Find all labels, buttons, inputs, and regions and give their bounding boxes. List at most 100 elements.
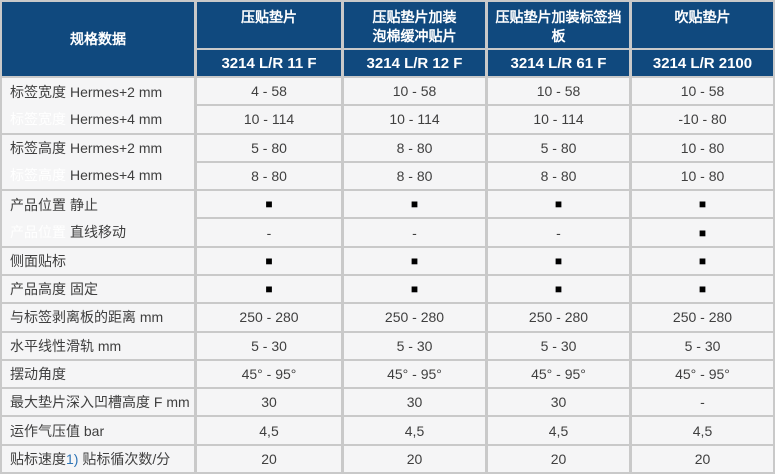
row-label-line: 产品位置 静止 bbox=[10, 195, 194, 215]
row-label-line: 摆动角度 bbox=[10, 364, 194, 384]
spec-value: 5 - 80 bbox=[251, 139, 287, 156]
spec-value: 250 - 280 bbox=[672, 309, 733, 326]
spec-value: 20 bbox=[261, 450, 277, 467]
spec-value-cell: 45° - 95° bbox=[488, 360, 629, 388]
row-label: 产品位置 静止 产品位置 直线移动 bbox=[2, 191, 194, 246]
row-label-category: 产品高度 bbox=[10, 281, 66, 298]
row-label: 与标签剥离板的距离 mm bbox=[2, 304, 194, 331]
filled-square-mark: ■ bbox=[265, 282, 273, 297]
spec-value: 4,5 bbox=[259, 422, 279, 439]
spec-value: 10 - 80 bbox=[680, 167, 725, 184]
spec-value: 45° - 95° bbox=[531, 365, 586, 382]
row-label-line: 贴标速度 1) 贴标循次数/分 bbox=[10, 449, 194, 469]
row-label-category: 标签高度 bbox=[10, 140, 66, 157]
filled-square-mark: ■ bbox=[410, 197, 419, 212]
spec-value: 8 - 80 bbox=[540, 167, 577, 184]
spec-value: 8 - 80 bbox=[251, 167, 287, 184]
spec-value: 5 - 30 bbox=[540, 337, 577, 354]
filled-square-mark: ■ bbox=[265, 197, 273, 212]
row-label-line: 标签高度 Hermes+4 mm bbox=[10, 165, 194, 185]
row-label: 产品高度 固定 bbox=[2, 276, 194, 303]
column-header: 压贴垫片加装 泡棉缓冲贴片 bbox=[344, 2, 485, 48]
row-label-line: 标签宽度 Hermes+4 mm bbox=[10, 109, 194, 129]
footnote-marker: 1) bbox=[66, 450, 79, 467]
filled-square-mark: ■ bbox=[698, 282, 707, 297]
row-label-text: 贴标循次数/分 bbox=[78, 450, 171, 467]
spec-value-cell: 4,5 bbox=[197, 417, 341, 444]
spec-value: - bbox=[556, 224, 561, 241]
spec-value-cell: 30 bbox=[344, 389, 485, 416]
spec-value-cell: ■ bbox=[632, 247, 773, 274]
row-label-line: 标签高度 Hermes+2 mm bbox=[10, 138, 194, 158]
spec-value: 8 - 80 bbox=[396, 139, 433, 156]
spec-value-cell: ■ bbox=[488, 191, 629, 218]
row-label-ghost: 标签宽度 bbox=[10, 110, 66, 127]
spec-value-cell: - bbox=[632, 389, 773, 416]
spec-value-cell: - bbox=[488, 219, 629, 246]
spec-value: 10 - 58 bbox=[536, 83, 581, 100]
spec-value: 30 bbox=[550, 394, 567, 411]
model-header: 3214 L/R 12 F bbox=[344, 50, 485, 76]
spec-value-cell: ■ bbox=[344, 276, 485, 303]
spec-value-cell: 4,5 bbox=[632, 417, 773, 444]
row-label-text: 最大垫片深入凹槽高度 F mm bbox=[10, 394, 190, 411]
row-label-text: 水平线性滑轨 mm bbox=[10, 337, 122, 354]
row-label-line: 产品高度 固定 bbox=[10, 279, 194, 299]
spec-value: 10 - 58 bbox=[392, 83, 437, 100]
spec-value: 20 bbox=[406, 450, 423, 467]
spec-value: 45° - 95° bbox=[241, 365, 297, 382]
spec-value: 4,5 bbox=[404, 422, 425, 439]
spec-value-cell: 250 - 280 bbox=[344, 304, 485, 331]
row-label: 标签高度 Hermes+2 mm 标签高度 Hermes+4 mm bbox=[2, 134, 194, 190]
spec-value: 10 - 114 bbox=[389, 111, 440, 128]
row-label-text: 与标签剥离板的距离 mm bbox=[10, 309, 164, 326]
spec-value-cell: 10 - 80 bbox=[632, 134, 773, 161]
spec-value-cell: 30 bbox=[197, 389, 341, 416]
spec-value-cell: 8 - 80 bbox=[344, 134, 485, 161]
spec-value-cell: ■ bbox=[488, 276, 629, 303]
row-label: 最大垫片深入凹槽高度 F mm bbox=[2, 389, 194, 416]
row-label-sub: Hermes+2 mm bbox=[70, 83, 163, 100]
spec-value-cell: 8 - 80 bbox=[488, 162, 629, 190]
spec-value-cell: ■ bbox=[197, 276, 341, 303]
spec-value: 250 - 280 bbox=[239, 309, 299, 326]
spec-value-cell: ■ bbox=[632, 191, 773, 218]
row-label-text: 摆动角度 bbox=[10, 365, 66, 382]
row-label-text: 侧面贴标 bbox=[10, 252, 66, 269]
row-label-line: 产品位置 直线移动 bbox=[10, 222, 194, 242]
spec-value: 10 - 114 bbox=[243, 111, 295, 128]
spec-value-cell: ■ bbox=[632, 219, 773, 246]
spec-value: 5 - 80 bbox=[540, 139, 577, 156]
spec-value: - bbox=[700, 394, 705, 411]
spec-value-cell: 20 bbox=[488, 445, 629, 472]
filled-square-mark: ■ bbox=[554, 253, 563, 268]
row-label-line: 侧面贴标 bbox=[10, 251, 194, 271]
spec-value-cell: 45° - 95° bbox=[197, 360, 341, 388]
row-label: 摆动角度 bbox=[2, 360, 194, 388]
row-label-sub: 静止 bbox=[70, 196, 98, 213]
spec-value-cell: 5 - 80 bbox=[488, 134, 629, 161]
spec-value-cell: 10 - 114 bbox=[344, 106, 485, 133]
row-label-sub: Hermes+4 mm bbox=[70, 110, 163, 127]
spec-value-cell: 4,5 bbox=[344, 417, 485, 444]
spec-value-cell: 20 bbox=[344, 445, 485, 472]
row-label-sub: 直线移动 bbox=[70, 224, 126, 241]
row-label-line: 与标签剥离板的距离 mm bbox=[10, 307, 194, 327]
spec-value-cell: 5 - 30 bbox=[197, 332, 341, 359]
model-header: 3214 L/R 61 F bbox=[488, 50, 629, 76]
spec-value: 30 bbox=[261, 394, 277, 411]
row-label: 标签宽度 Hermes+2 mm 标签宽度 Hermes+4 mm bbox=[2, 78, 194, 133]
spec-value-cell: 10 - 58 bbox=[632, 78, 773, 105]
spec-value-cell: 250 - 280 bbox=[488, 304, 629, 331]
filled-square-mark: ■ bbox=[554, 282, 563, 297]
spec-value: 4 - 58 bbox=[251, 83, 287, 100]
spec-value: 5 - 30 bbox=[684, 337, 721, 354]
spec-value-cell: 10 - 114 bbox=[488, 106, 629, 133]
spec-value-cell: - bbox=[344, 219, 485, 246]
spec-value: 20 bbox=[550, 450, 567, 467]
spec-value: 5 - 30 bbox=[251, 337, 287, 354]
spec-value-cell: 5 - 30 bbox=[488, 332, 629, 359]
row-label-category: 标签宽度 bbox=[10, 83, 66, 100]
spec-value-cell: 30 bbox=[488, 389, 629, 416]
row-label-category: 产品位置 bbox=[10, 196, 66, 213]
